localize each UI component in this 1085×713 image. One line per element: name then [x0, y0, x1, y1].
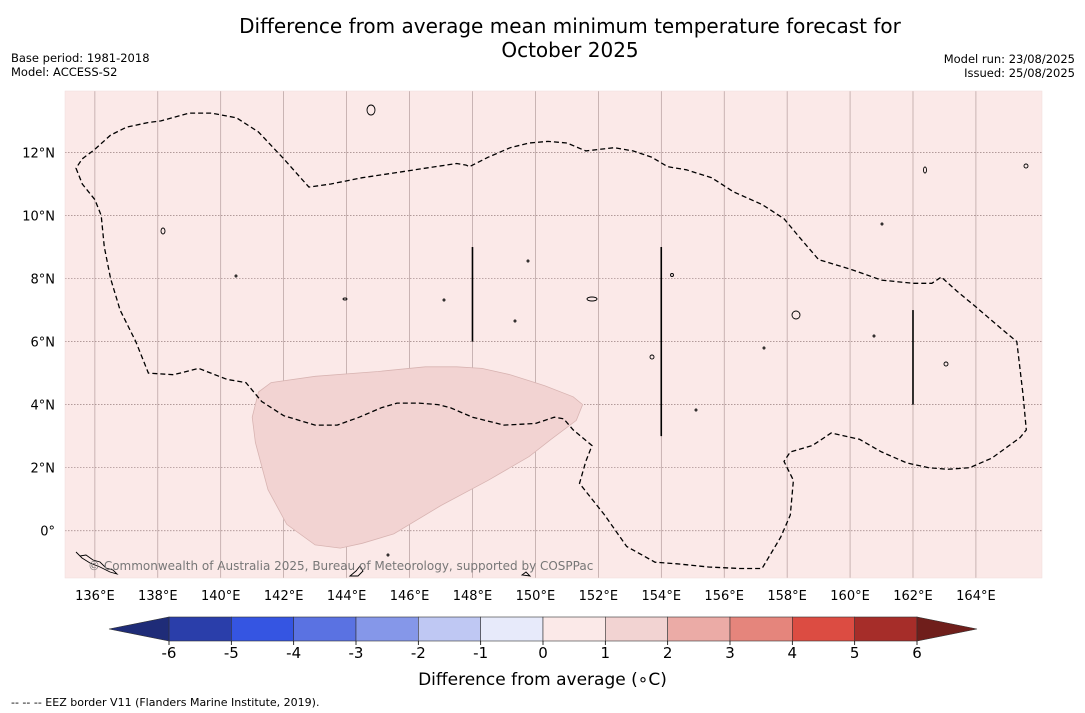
- colorbar-bin: [729, 616, 793, 642]
- latitude-label: 8°N: [31, 273, 56, 288]
- island: [75, 551, 119, 575]
- island: [670, 273, 674, 277]
- longitude-label: 152°E: [579, 589, 619, 604]
- island: [348, 565, 364, 577]
- longitude-label: 136°E: [75, 589, 115, 604]
- island: [649, 354, 655, 360]
- longitude-label: 150°E: [516, 589, 556, 604]
- longitude-label: 148°E: [453, 589, 493, 604]
- eez-border: [75, 112, 1027, 570]
- colorbar-bin: [418, 616, 481, 642]
- colorbar-tick-label: 5: [850, 644, 860, 662]
- colorbar-tick-label: 0: [538, 644, 548, 662]
- colorbar-tick-label: 1: [601, 644, 611, 662]
- title-line-1: Difference from average mean minimum tem…: [239, 14, 901, 38]
- colorbar-tick-label: -1: [473, 644, 488, 662]
- longitude-label: 146°E: [390, 589, 430, 604]
- colorbar-bin: [168, 616, 232, 642]
- colorbar: -6 -5 -4 -3 -2 -1 0 1 2 3 4 5 6: [108, 616, 978, 662]
- base-period: Base period: 1981-2018: [11, 51, 150, 65]
- island: [386, 553, 390, 557]
- latitude-labels: 12°N 10°N 8°N 6°N 4°N 2°N 0°: [22, 146, 55, 539]
- colorbar-tick-label: -2: [411, 644, 426, 662]
- island: [880, 222, 884, 226]
- longitude-label: 158°E: [767, 589, 807, 604]
- island: [526, 259, 530, 263]
- latitude-label: 6°N: [31, 336, 56, 351]
- island: [366, 104, 376, 116]
- colorbar-under-arrow: [108, 616, 170, 642]
- model-name: Model: ACCESS-S2: [11, 65, 118, 79]
- page-title: Difference from average mean minimum tem…: [120, 14, 1020, 62]
- island: [694, 408, 698, 412]
- eez-footnote: -- -- -- EEZ border V11 (Flanders Marine…: [11, 696, 320, 709]
- island: [923, 166, 927, 174]
- islands: [75, 104, 1029, 577]
- colorbar-tick-label: -6: [162, 644, 177, 662]
- latitude-label: 0°: [40, 525, 55, 540]
- island: [586, 296, 598, 302]
- latitude-label: 10°N: [22, 210, 55, 225]
- longitude-label: 142°E: [264, 589, 304, 604]
- colorbar-tick-label: 2: [663, 644, 673, 662]
- longitude-label: 144°E: [327, 589, 367, 604]
- island: [943, 361, 949, 367]
- latitude-label: 4°N: [31, 399, 56, 414]
- colorbar-bin: [667, 616, 731, 642]
- colorbar-bin: [293, 616, 357, 642]
- longitude-labels: 136°E 138°E 140°E 142°E 144°E 146°E 148°E 150°E…: [75, 589, 996, 604]
- colorbar-bin: [542, 616, 606, 642]
- island: [520, 571, 532, 577]
- latitude-gridlines: [65, 152, 1042, 532]
- island: [513, 319, 517, 323]
- longitude-label: 154°E: [642, 589, 682, 604]
- colorbar-tick-label: -3: [349, 644, 364, 662]
- island: [160, 227, 166, 235]
- longitude-label: 164°E: [956, 589, 996, 604]
- colorbar-bin: [792, 616, 855, 642]
- longitude-label: 160°E: [830, 589, 870, 604]
- issued-date: Issued: 25/08/2025: [964, 66, 1075, 80]
- colorbar-bin: [355, 616, 419, 642]
- meta-right: Model run: 23/08/2025 Issued: 25/08/2025: [944, 52, 1075, 80]
- colorbar-tick-label: 4: [788, 644, 798, 662]
- island: [442, 298, 446, 302]
- colorbar-tick-label: -4: [286, 644, 301, 662]
- latitude-label: 2°N: [31, 462, 56, 477]
- anomaly-patch: [251, 366, 584, 549]
- model-run: Model run: 23/08/2025: [943, 52, 1075, 66]
- island: [762, 346, 766, 350]
- map-background: [65, 91, 1042, 578]
- colorbar-bin: [480, 616, 544, 642]
- island: [1023, 163, 1029, 169]
- eez-border-segments: [471, 247, 914, 437]
- title-line-2: October 2025: [501, 38, 639, 62]
- latitude-label: 12°N: [22, 146, 55, 161]
- colorbar-title: Difference from average (∘C): [418, 670, 667, 690]
- colorbar-tick-label: 6: [912, 644, 922, 662]
- island: [791, 310, 801, 320]
- copyright-notice: © Commonwealth of Australia 2025, Bureau…: [88, 559, 593, 573]
- colorbar-bin: [231, 616, 294, 642]
- colorbar-bin: [605, 616, 668, 642]
- island: [872, 334, 876, 338]
- map-frame: [64, 90, 1043, 579]
- colorbar-tick-label: -5: [224, 644, 239, 662]
- colorbar-tick-label: 3: [725, 644, 735, 662]
- colorbar-over-arrow: [916, 616, 978, 642]
- longitude-label: 138°E: [138, 589, 178, 604]
- longitude-label: 156°E: [704, 589, 744, 604]
- meta-left: Base period: 1981-2018 Model: ACCESS-S2: [11, 51, 150, 79]
- colorbar-bin: [854, 616, 918, 642]
- longitude-label: 140°E: [201, 589, 241, 604]
- island: [234, 274, 238, 278]
- island: [342, 297, 348, 301]
- longitude-label: 162°E: [893, 589, 933, 604]
